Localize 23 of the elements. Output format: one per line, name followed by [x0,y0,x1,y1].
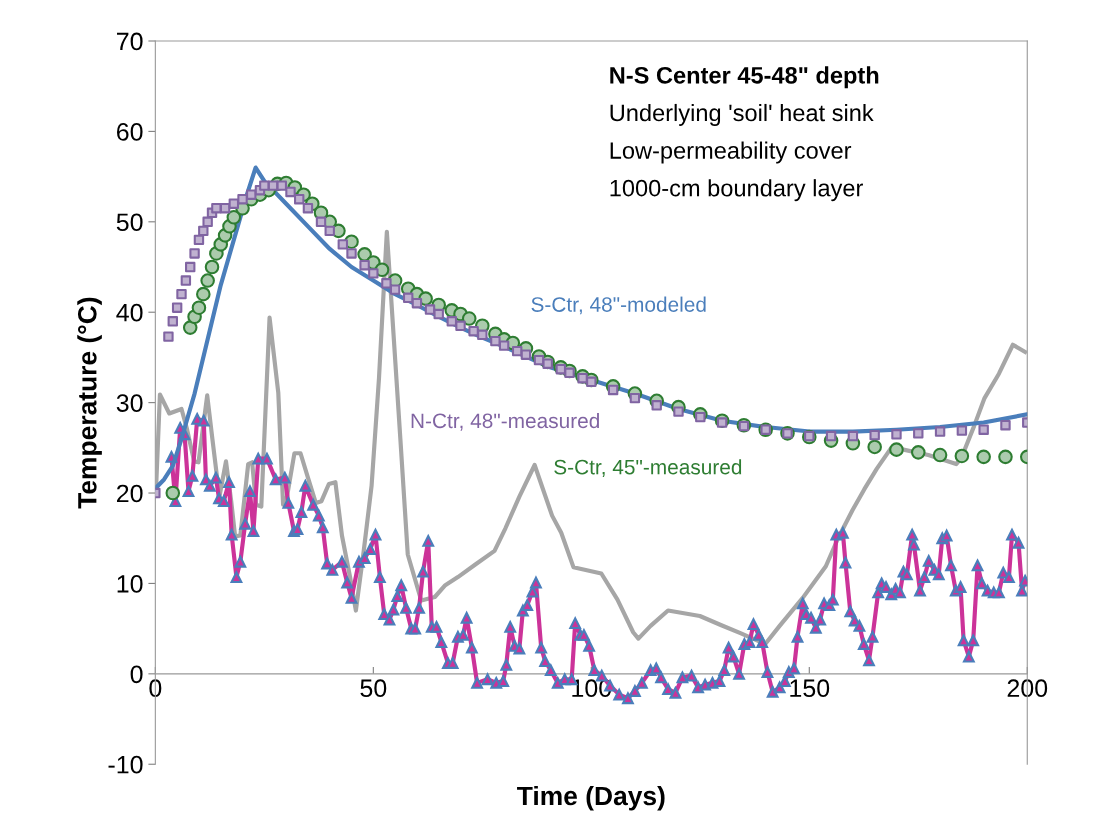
x-tick-label: 150 [790,679,830,698]
annotation: N-S Center 45-48" depth [610,66,879,89]
y-axis-title: Temperature (°C) [77,297,102,509]
y-tick-label: 30 [116,394,143,412]
y-tick-label: 40 [116,303,143,322]
y-tick-label: 20 [117,484,143,503]
y-tick-label: 70 [117,32,143,51]
y-tick-label: -10 [108,755,143,774]
series-label: S-Ctr, 48"-modeled [531,296,706,315]
x-tick-label: 0 [149,679,162,698]
x-axis-title: Time (Days) [517,785,665,811]
series-label: S-Ctr, 45"-measured [554,459,742,477]
annotation: 1000-cm boundary layer [610,179,863,202]
annotation: Underlying 'soil' heat sink [610,103,874,126]
y-tick-label: 0 [130,665,143,684]
series-label: N-Ctr, 48"-measured [411,412,599,431]
annotation: Low-permeability cover [610,141,852,164]
y-tick-label: 50 [116,213,143,232]
line-series [155,229,1028,647]
x-tick-label: 50 [360,679,387,698]
y-tick-label: 60 [117,123,143,141]
y-tick-label: 10 [117,575,143,593]
x-tick-label: 200 [1007,679,1048,698]
